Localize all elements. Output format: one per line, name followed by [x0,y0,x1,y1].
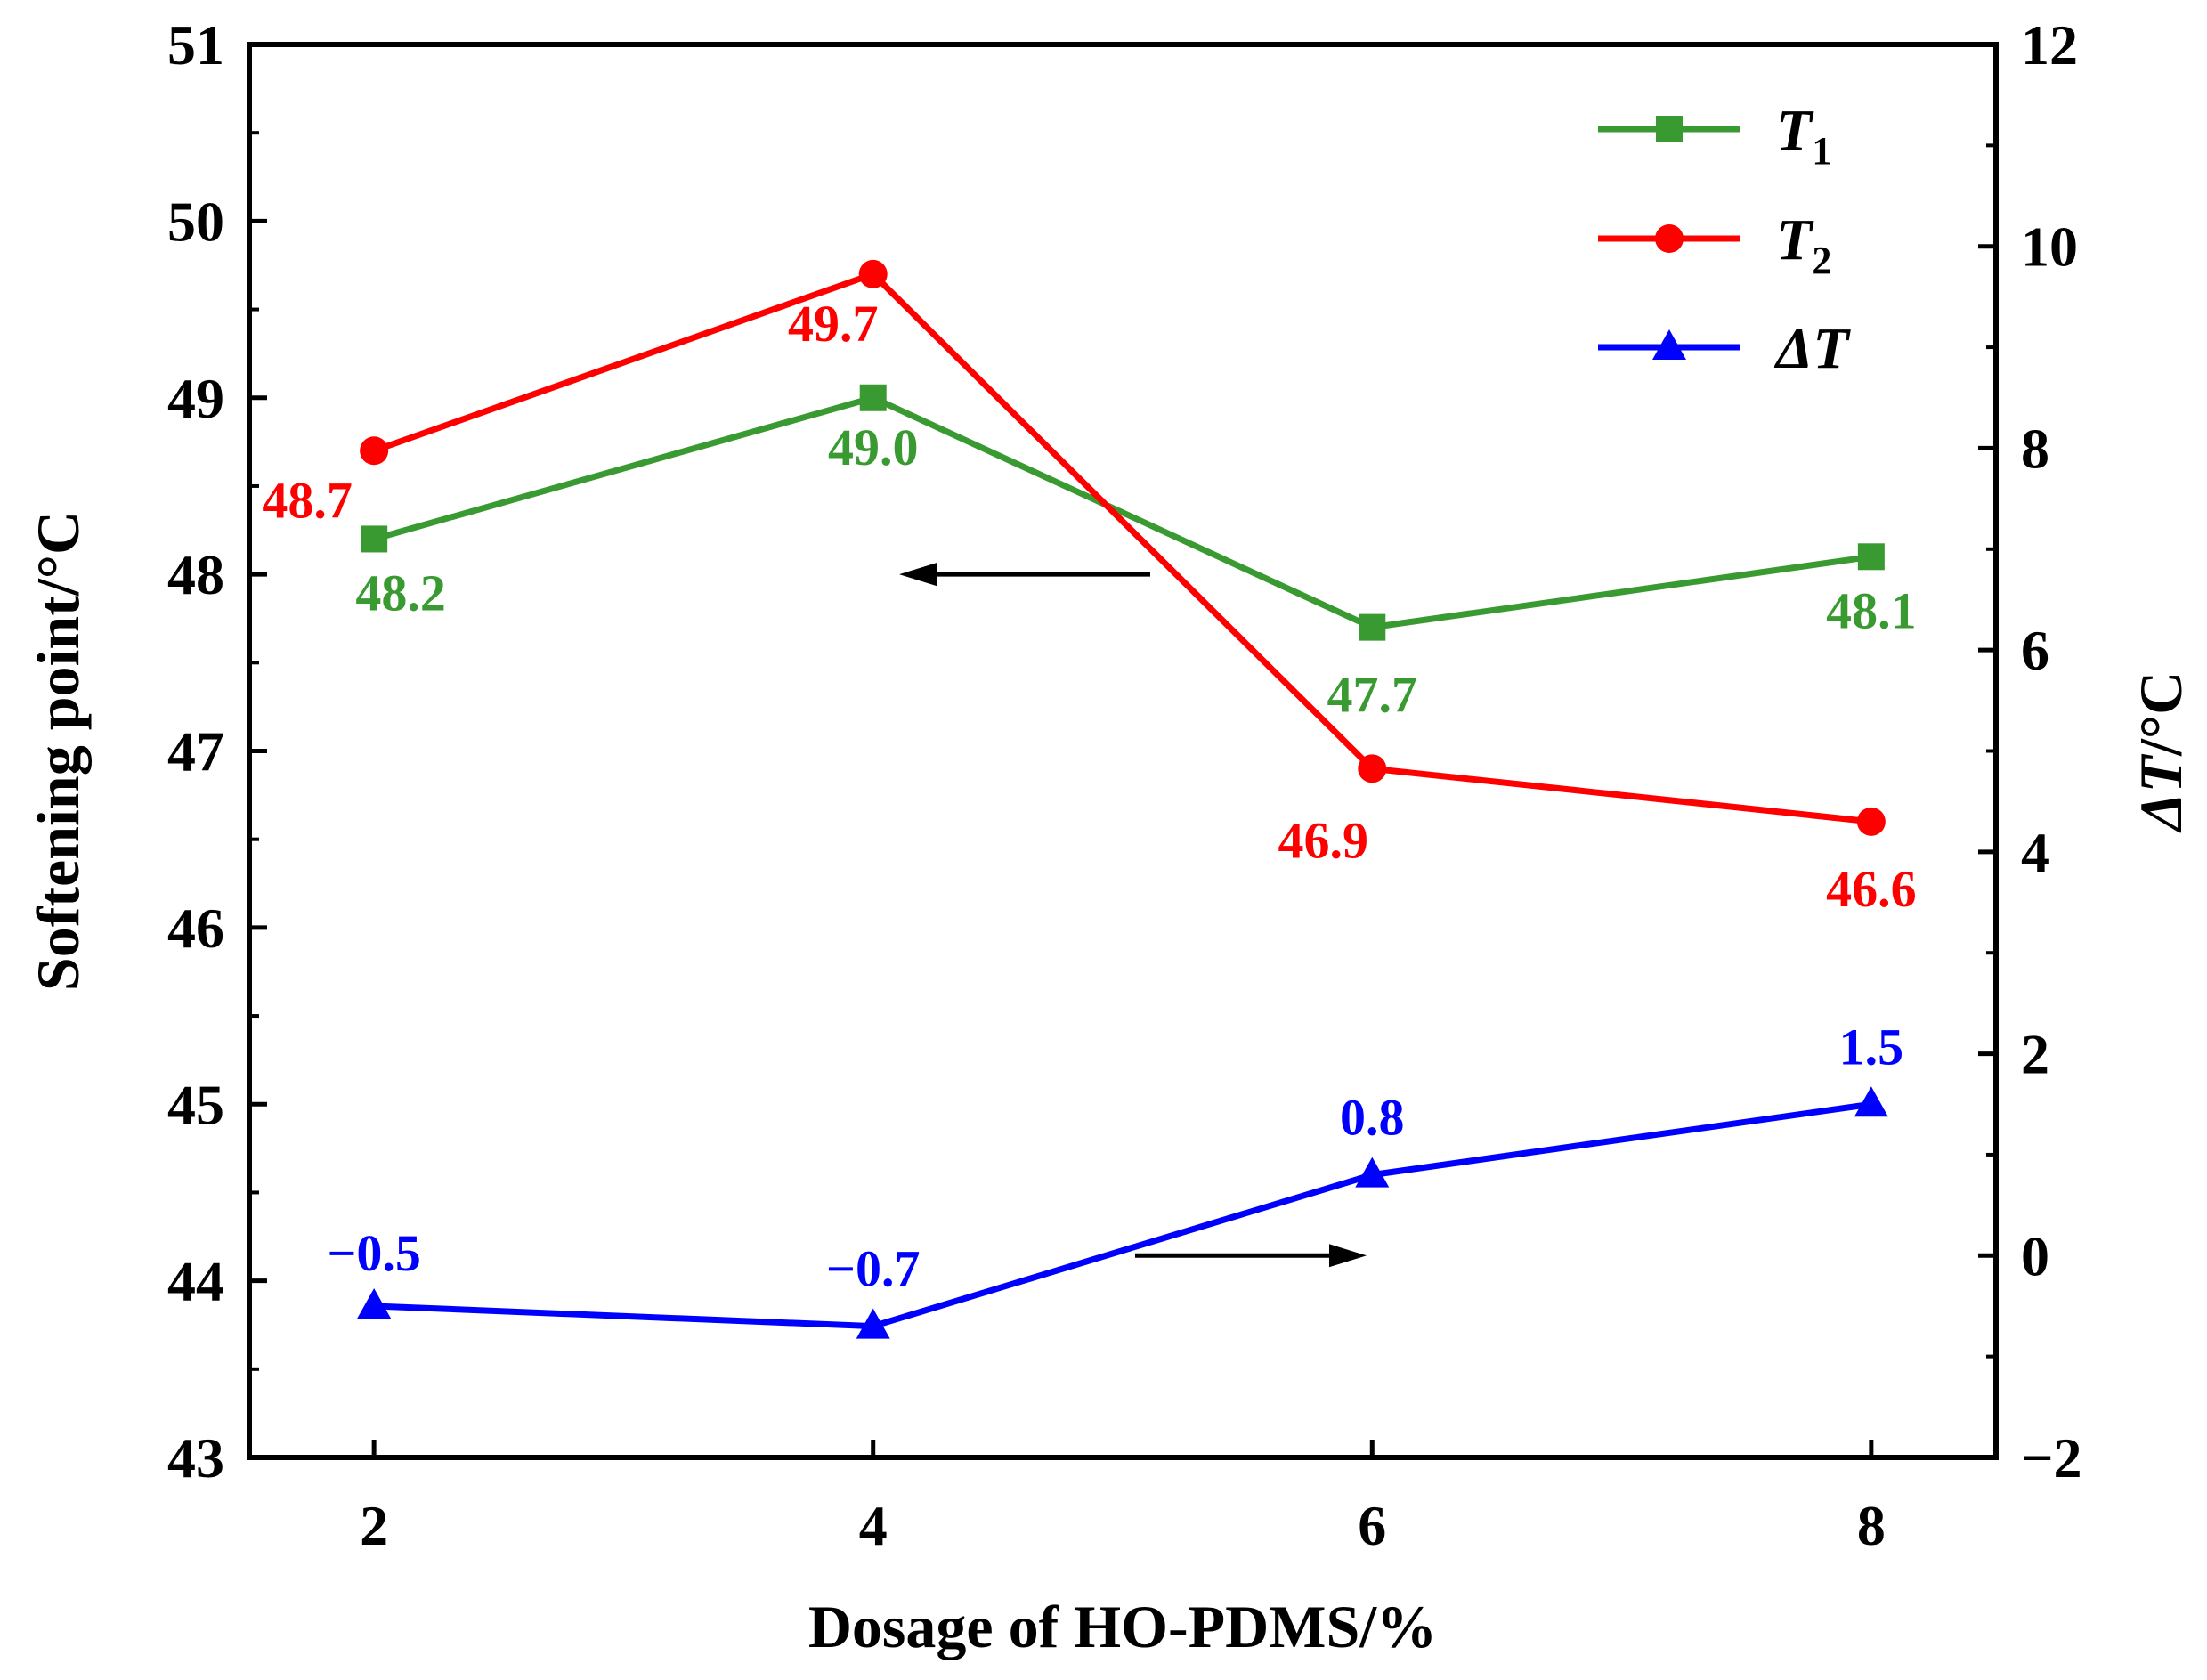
series-group: 48.2 49.0 47.7 48.1 48.7 49.7 46.9 46.6 −0.5 −0.7… [262,259,1917,1339]
y2-tick-label: 0 [2021,1224,2049,1287]
legend-symbol: T [1776,207,1814,272]
series-ΔT: −0.5 −0.7 0.8 1.5 [327,1018,1904,1339]
legend-symbol: ΔT [1773,316,1851,381]
marker-circle [1655,224,1684,253]
x-tick-label: 6 [1358,1494,1386,1557]
marker-triangle [1355,1157,1390,1188]
data-label: −0.5 [327,1224,421,1282]
x-tick-label: 8 [1857,1494,1886,1557]
y-tick-label: 47 [167,720,224,783]
legend-symbol: T [1776,98,1814,163]
arrow-right-head [1329,1244,1367,1268]
marker-triangle [856,1308,890,1339]
data-label: −0.7 [826,1240,921,1298]
data-label: 1.5 [1839,1018,1904,1075]
y-tick-label: 50 [167,190,224,253]
marker-square [1359,613,1386,641]
marker-triangle [357,1287,392,1319]
marker-square [1656,116,1683,142]
marker-triangle [1652,329,1686,360]
y2-tick-label: −2 [2021,1426,2081,1489]
y2-axis-title-symbol: ΔT [2127,754,2195,834]
marker-square [361,525,388,553]
data-label: 46.9 [1278,811,1369,869]
y2-tick-label: 6 [2021,619,2049,682]
data-label: 48.1 [1826,581,1917,639]
legend-label: T2 [1776,207,1831,282]
y2-tick-label: 12 [2021,13,2078,77]
marker-square [1857,543,1885,571]
marker-circle [360,436,389,466]
y-tick-label: 49 [167,367,224,430]
series-line [374,1100,1872,1330]
legend-subscript: 1 [1812,129,1831,173]
y2-axis-title: ΔT/°C [2127,671,2195,833]
x-tick-label: 2 [360,1494,388,1557]
series-T1: 48.2 49.0 47.7 48.1 [355,384,1917,724]
y-tick-label: 44 [167,1250,224,1313]
y2-tick-label: 8 [2021,417,2049,480]
marker-circle [1358,754,1387,783]
marker-square [859,384,887,411]
y2-tick-label: 10 [2021,215,2078,279]
legend-subscript: 2 [1812,239,1831,282]
data-label: 49.7 [788,295,879,353]
y2-axis-title-unit: /°C [2127,671,2195,757]
data-label: 48.2 [355,564,446,621]
y-tick-label: 51 [167,13,224,77]
annotations [899,563,1367,1268]
plot-frame [247,42,1999,1460]
marker-circle [1856,807,1886,836]
data-label: 47.7 [1327,666,1418,724]
data-label: 48.7 [262,471,353,529]
y-tick-label: 46 [167,897,224,960]
series-line [373,394,1872,631]
legend-label: ΔT [1773,316,1851,381]
y-tick-label: 43 [167,1426,224,1489]
legend-item-T1: T1 [1598,98,1831,173]
marker-circle [858,259,888,288]
y2-tick-label: 2 [2021,1023,2049,1086]
y-tick-label: 48 [167,543,224,606]
legend-label: T1 [1776,98,1831,173]
y-tick-label: 45 [167,1073,224,1136]
data-label: 49.0 [828,418,919,476]
y2-tick-label: 4 [2021,821,2049,884]
marker-triangle [1854,1086,1888,1117]
x-tick-label: 4 [859,1494,888,1557]
legend-item-T2: T2 [1598,207,1831,282]
x-axis-title: Dosage of HO-PDMS/% [808,1593,1437,1660]
legend-item-ΔT: ΔT [1598,316,1851,381]
arrow-left-head [899,563,937,587]
series-line [372,270,1872,825]
y-axis-title: Softening point/°C [24,511,92,991]
series-T2: 48.7 49.7 46.9 46.6 [262,259,1917,918]
data-label: 0.8 [1340,1089,1405,1147]
data-label: 46.6 [1826,860,1917,918]
